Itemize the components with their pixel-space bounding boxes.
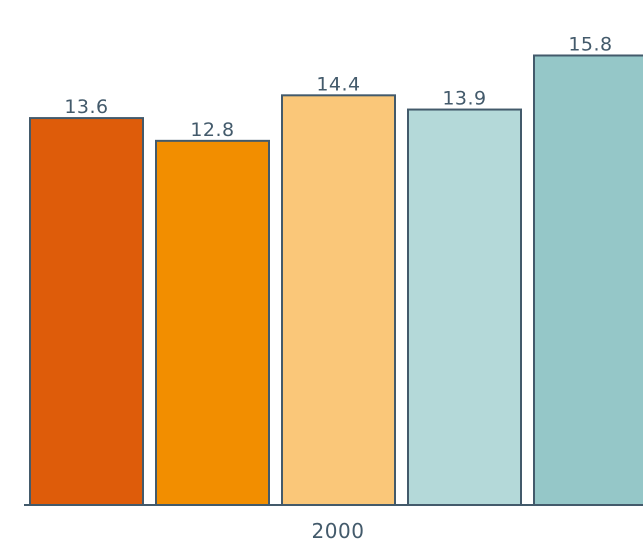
value-label-1: 13.6 [64,96,108,118]
value-labels-group: 13.6 12.8 14.4 13.9 15.8 [64,33,612,140]
value-label-3: 14.4 [316,73,360,95]
bar-1 [29,117,144,507]
bar-2 [155,139,270,506]
bar-3 [281,94,396,506]
bars-group [29,54,643,507]
value-label-4: 13.9 [442,88,486,110]
value-label-5: 15.8 [568,33,612,55]
bar-4 [407,108,522,506]
x-tick-label: 2000 [312,519,365,540]
value-label-2: 12.8 [190,119,234,141]
bar-5 [533,54,643,507]
